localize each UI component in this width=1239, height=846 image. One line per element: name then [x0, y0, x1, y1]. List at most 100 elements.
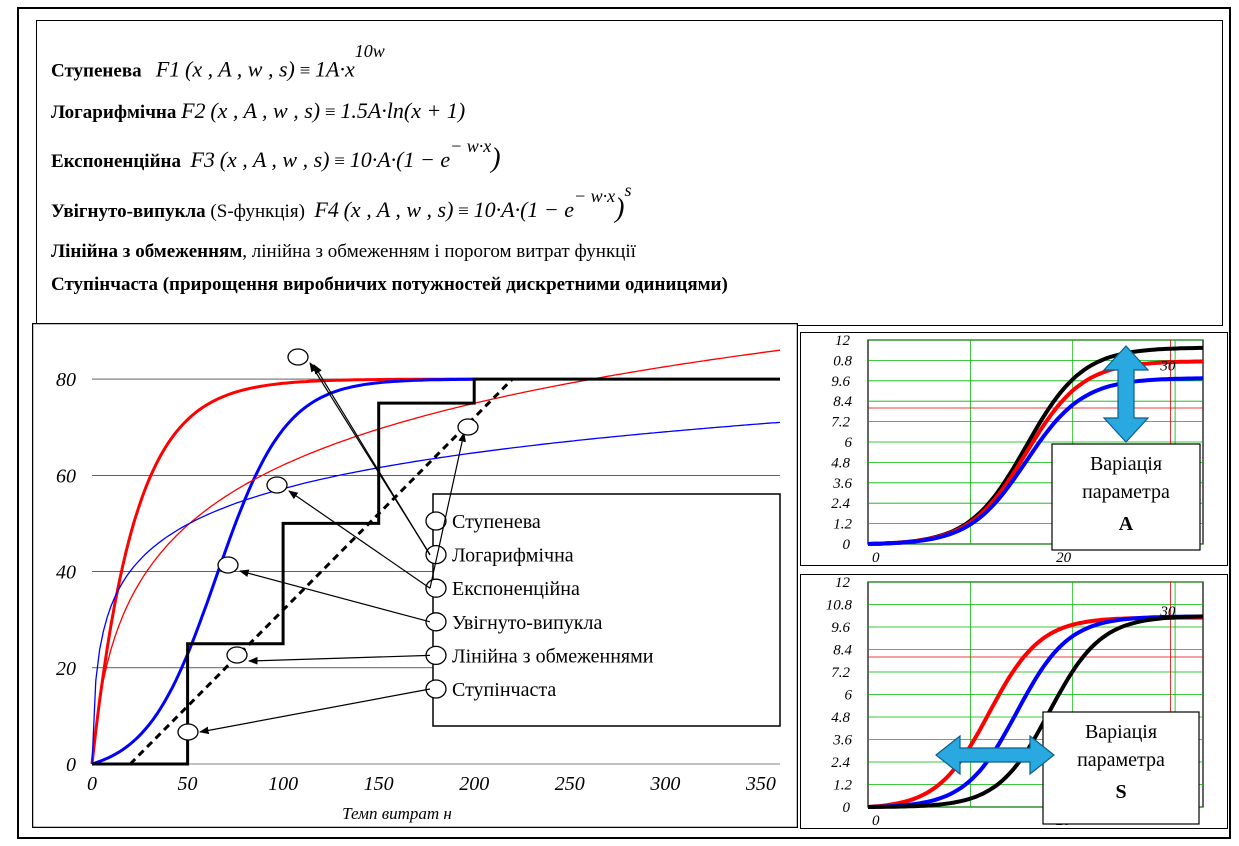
pointer-arrow — [199, 688, 431, 735]
x-tick-label: 20 — [1056, 550, 1072, 566]
variation-s-chart: 01.22.43.64.867.28.49.610.81202030Варіац… — [800, 574, 1228, 829]
y-tick-label: 8.4 — [833, 394, 852, 410]
variation-a-chart: 0 1.2 2.4 3.6 4.8 6 7.2 8.4 9.6 0.8 12 0 20 30 Варіаці… — [800, 332, 1228, 566]
legend-marker — [425, 612, 447, 632]
legend-marker — [425, 679, 447, 699]
y-tick-label: 6 — [845, 435, 853, 451]
formula-equiv: ≡ — [324, 102, 336, 123]
formula-text: , лінійна з обмеженням і порогом витрат … — [242, 241, 636, 262]
formula-equiv: ≡ — [458, 201, 469, 222]
y-tick-label: 4.8 — [831, 710, 850, 726]
x-tick-label: 250 — [555, 773, 585, 795]
formula-label: Лінійна з обмеженням — [51, 241, 243, 262]
y-tick-label: 4.8 — [831, 455, 850, 471]
legend-label: Логарифмічна — [452, 545, 574, 567]
x-tick-label: 150 — [364, 773, 394, 795]
formula-panel: Ступенева F1 (x , A , w , s) ≡ 1A·x10w Л… — [36, 20, 1223, 326]
y-tick-label: 0 — [66, 754, 76, 776]
formula-lhs: F1 — [155, 56, 181, 82]
pointer-arrow — [288, 490, 431, 589]
x-tick-label: 30 — [1159, 604, 1176, 620]
formula-sublabel: (S-функція) — [210, 201, 305, 222]
y-tick-label: 7.2 — [831, 665, 850, 681]
series-line — [91, 349, 781, 765]
y-tick-label: 20 — [56, 658, 76, 680]
legend-label: Ступінчаста — [452, 679, 556, 701]
pointer-arrow — [429, 432, 466, 589]
y-tick-label: 1.2 — [833, 778, 852, 794]
curve-marker — [217, 556, 239, 574]
series-line — [129, 378, 514, 766]
legend-label: Ступенева — [452, 511, 541, 533]
formula-row-6: Ступінчаста (прирощення виробничих потуж… — [51, 274, 728, 296]
y-tick-label: 6 — [845, 688, 853, 704]
formula-close: ) — [491, 143, 501, 174]
horizontal-double-arrow — [935, 734, 1055, 776]
y-tick-label: 2.4 — [831, 755, 850, 771]
pointer-arrow — [239, 569, 431, 623]
formula-close: ) — [615, 193, 625, 224]
formula-label: Увігнуто-випукла — [51, 201, 206, 222]
x-tick-label: 200 — [459, 773, 489, 795]
formula-exponent: 10w — [354, 41, 385, 61]
y-tick-label: 9.6 — [831, 620, 850, 636]
main-chart: 0 20 40 60 80 0 50 100 150 200 250 300 350 Темп витра… — [32, 323, 798, 828]
y-tick-label: 3.6 — [832, 476, 852, 492]
x-tick-label: 50 — [178, 773, 198, 795]
annotation-text: параметра — [1077, 749, 1165, 771]
x-tick-label: 0 — [872, 550, 880, 566]
formula-row-3: Експоненційна F3 (x , A , w , s) ≡ 10·A·… — [51, 136, 501, 175]
formula-row-5: Лінійна з обмеженням, лінійна з обмеженн… — [51, 241, 636, 263]
y-tick-label: 60 — [56, 465, 76, 487]
y-tick-label: 0 — [843, 537, 851, 553]
formula-exponent-s: s — [624, 179, 632, 200]
legend-marker — [425, 511, 447, 531]
formula-label: Ступінчаста (прирощення виробничих потуж… — [51, 274, 728, 295]
annotation-box — [1051, 443, 1201, 551]
x-axis-label: Темп витрат н — [342, 804, 452, 823]
formula-row-2: Логарифмічна F2 (x , A , w , s) ≡ 1.5A·l… — [51, 98, 465, 124]
legend-label: Увігнуто-випукла — [452, 612, 602, 634]
vertical-double-arrow — [1102, 345, 1150, 443]
series-line — [92, 377, 780, 766]
x-tick-label: 100 — [268, 773, 298, 795]
x-tick-label: 0 — [872, 813, 880, 829]
curve-marker — [226, 646, 248, 664]
formula-row-1: Ступенева F1 (x , A , w , s) ≡ 1A·x10w — [51, 41, 385, 82]
x-tick-label: 350 — [745, 773, 776, 795]
formula-row-4: Увігнуто-випукла (S-функція) F4 (x , A ,… — [51, 180, 632, 225]
annotation-box — [1042, 711, 1200, 825]
formula-rhs: 1.5A·ln(x + 1) — [340, 98, 466, 123]
y-tick-label: 0.8 — [833, 353, 852, 369]
formula-equiv: ≡ — [334, 151, 345, 172]
formula-args: (x , A , w , s) — [210, 98, 321, 123]
formula-lhs: F4 — [314, 197, 339, 222]
formula-label: Експоненційна — [51, 151, 181, 172]
y-tick-label: 9.6 — [831, 374, 850, 390]
series-line — [868, 614, 1204, 809]
annotation-text: Варіація — [1090, 453, 1162, 475]
formula-exponent: − w·x — [574, 185, 616, 206]
y-tick-label: 7.2 — [831, 415, 850, 431]
annotation-text: параметра — [1082, 481, 1170, 503]
y-tick-label: 12 — [835, 333, 851, 349]
annotation-text: A — [1119, 513, 1134, 535]
formula-args: (x , A , w , s) — [219, 147, 330, 172]
series-line — [867, 614, 1203, 809]
curve-marker — [177, 723, 199, 741]
formula-lhs: F3 — [190, 147, 215, 172]
x-tick-label: 30 — [1159, 359, 1176, 375]
formula-label: Ступенева — [51, 60, 142, 82]
formula-rhs: 1A·x — [315, 56, 355, 82]
y-tick-label: 1.2 — [833, 517, 852, 533]
series-line — [867, 376, 1204, 546]
curve-marker — [266, 476, 288, 494]
formula-rhs: 10·A·(1 − e — [349, 147, 451, 172]
formula-args: (x , A , w , s) — [185, 56, 295, 82]
formula-rhs: 10·A·(1 − e — [473, 197, 574, 222]
series-line — [91, 377, 475, 766]
y-tick-label: 8.4 — [833, 643, 852, 659]
pointer-arrow — [248, 654, 431, 665]
y-tick-label: 0 — [843, 800, 851, 816]
formula-args: (x , A , w , s) — [343, 197, 454, 222]
